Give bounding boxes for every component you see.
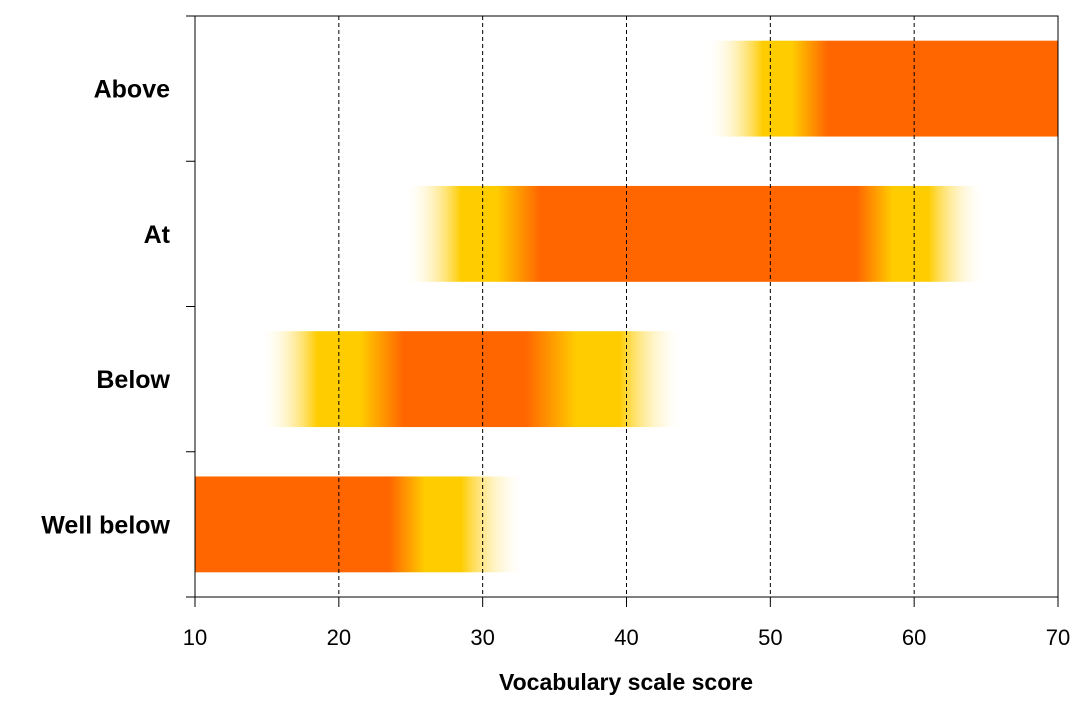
bar-well-below: [195, 476, 526, 573]
axes-layer: [186, 15, 1059, 607]
x-axis-title: Vocabulary scale score: [499, 669, 753, 695]
x-tick-label-50: 50: [758, 625, 782, 650]
x-tick-label-40: 40: [614, 625, 638, 650]
category-label-at: At: [144, 221, 171, 249]
x-tick-label-60: 60: [902, 625, 926, 650]
bars-layer: [195, 40, 1058, 573]
x-tick-label-20: 20: [327, 625, 351, 650]
category-label-above: Above: [94, 76, 171, 104]
labels-layer: Well below Below At Above 10 20 30 40 50 60 70: [41, 76, 1070, 650]
x-tick-label-10: 10: [183, 625, 207, 650]
grid-layer: [338, 16, 915, 597]
x-tick-label-30: 30: [470, 625, 494, 650]
bar-above: [705, 40, 1058, 137]
category-label-well-below: Well below: [41, 511, 170, 539]
bar-at: [403, 185, 987, 282]
x-tick-label-70: 70: [1046, 625, 1070, 650]
category-label-below: Below: [96, 366, 170, 394]
bar-below: [259, 331, 685, 428]
